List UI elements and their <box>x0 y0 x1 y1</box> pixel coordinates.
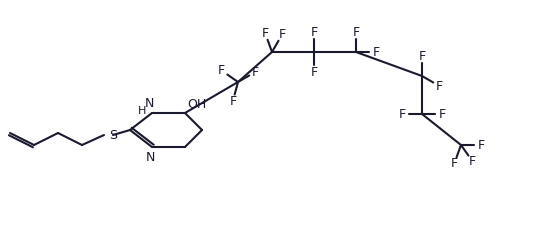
Text: F: F <box>469 155 476 168</box>
Text: H: H <box>138 106 146 116</box>
Text: F: F <box>436 79 443 92</box>
Text: F: F <box>438 108 445 121</box>
Text: F: F <box>279 28 286 41</box>
Text: F: F <box>373 46 380 59</box>
Text: F: F <box>353 25 360 39</box>
Text: F: F <box>310 25 318 39</box>
Text: F: F <box>310 65 318 78</box>
Text: F: F <box>418 50 426 62</box>
Text: F: F <box>450 157 458 170</box>
Text: F: F <box>218 64 225 77</box>
Text: N: N <box>144 97 154 110</box>
Text: N: N <box>145 150 154 164</box>
Text: F: F <box>252 65 259 78</box>
Text: F: F <box>477 138 484 151</box>
Text: S: S <box>109 128 117 141</box>
Text: F: F <box>261 27 269 40</box>
Text: OH: OH <box>187 98 207 111</box>
Text: F: F <box>230 95 237 108</box>
Text: F: F <box>399 108 406 121</box>
